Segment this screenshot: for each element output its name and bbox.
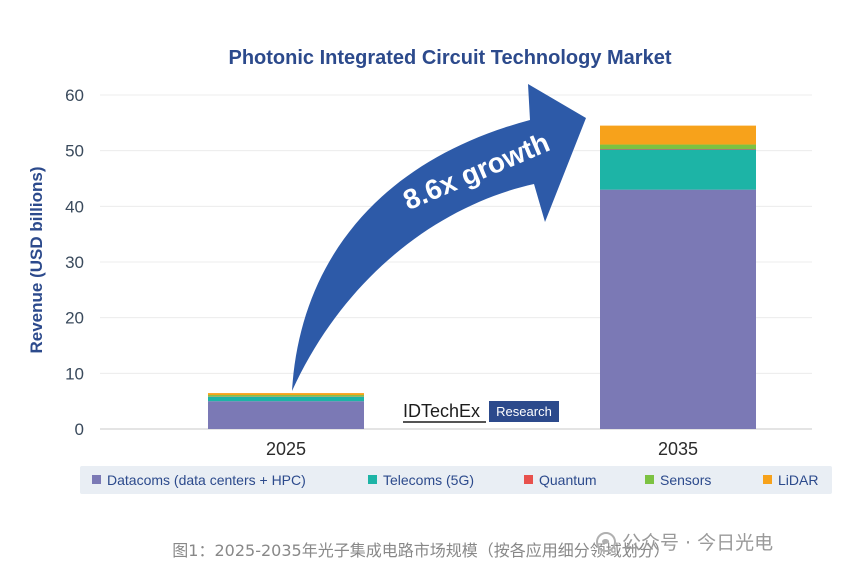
x-tick-label: 2025: [266, 439, 306, 459]
wechat-icon: [596, 531, 616, 552]
bar-segment: [600, 148, 756, 150]
logo-name: IDTechEx: [403, 401, 480, 421]
logo-tag: Research: [496, 404, 552, 419]
y-tick-label: 30: [65, 253, 84, 272]
y-tick-label: 40: [65, 197, 84, 216]
bar-segment: [208, 393, 364, 396]
legend: Datacoms (data centers + HPC) Telecoms (5…: [92, 472, 818, 488]
figure-caption: 图1：2025-2035年光子集成电路市场规模（按各应用细分领域划分）: [172, 541, 670, 560]
y-tick-label: 10: [65, 364, 84, 383]
legend-swatch: [524, 475, 533, 484]
bar-segment: [600, 189, 756, 429]
y-axis-title: Revenue (USD billions): [27, 166, 46, 353]
legend-swatch: [763, 475, 772, 484]
legend-swatch: [92, 475, 101, 484]
bar-segment: [600, 144, 756, 149]
y-tick-label: 0: [75, 420, 84, 439]
watermark: 公众号 · 今日光电: [596, 528, 773, 555]
bar-segment: [208, 396, 364, 402]
y-tick-label: 50: [65, 142, 84, 161]
chart-title: Photonic Integrated Circuit Technology M…: [228, 47, 671, 69]
legend-swatch: [645, 475, 654, 484]
bar-segment: [600, 149, 756, 190]
x-category-labels: 2025 2035: [266, 439, 698, 459]
logo-tag-box: [489, 401, 559, 422]
legend-label: Sensors: [660, 472, 711, 488]
bar-segment: [208, 395, 364, 397]
legend-label: Datacoms (data centers + HPC): [107, 472, 306, 488]
y-tick-label: 60: [65, 86, 84, 105]
x-tick-label: 2035: [658, 439, 698, 459]
y-tick-label: 20: [65, 309, 84, 328]
bar-segment: [208, 401, 364, 429]
legend-label: Quantum: [539, 472, 597, 488]
idtechex-logo: IDTechEx Research: [403, 401, 559, 423]
legend-label: Telecoms (5G): [383, 472, 474, 488]
bar-segment: [600, 125, 756, 145]
legend-label: LiDAR: [778, 472, 818, 488]
legend-background: [80, 466, 832, 494]
legend-swatch: [368, 475, 377, 484]
growth-arrow-shape: [292, 84, 586, 391]
watermark-text: 公众号 · 今日光电: [622, 532, 774, 554]
bars: [208, 125, 756, 429]
y-tick-labels: 0 10 20 30 40 50 60: [65, 86, 84, 439]
